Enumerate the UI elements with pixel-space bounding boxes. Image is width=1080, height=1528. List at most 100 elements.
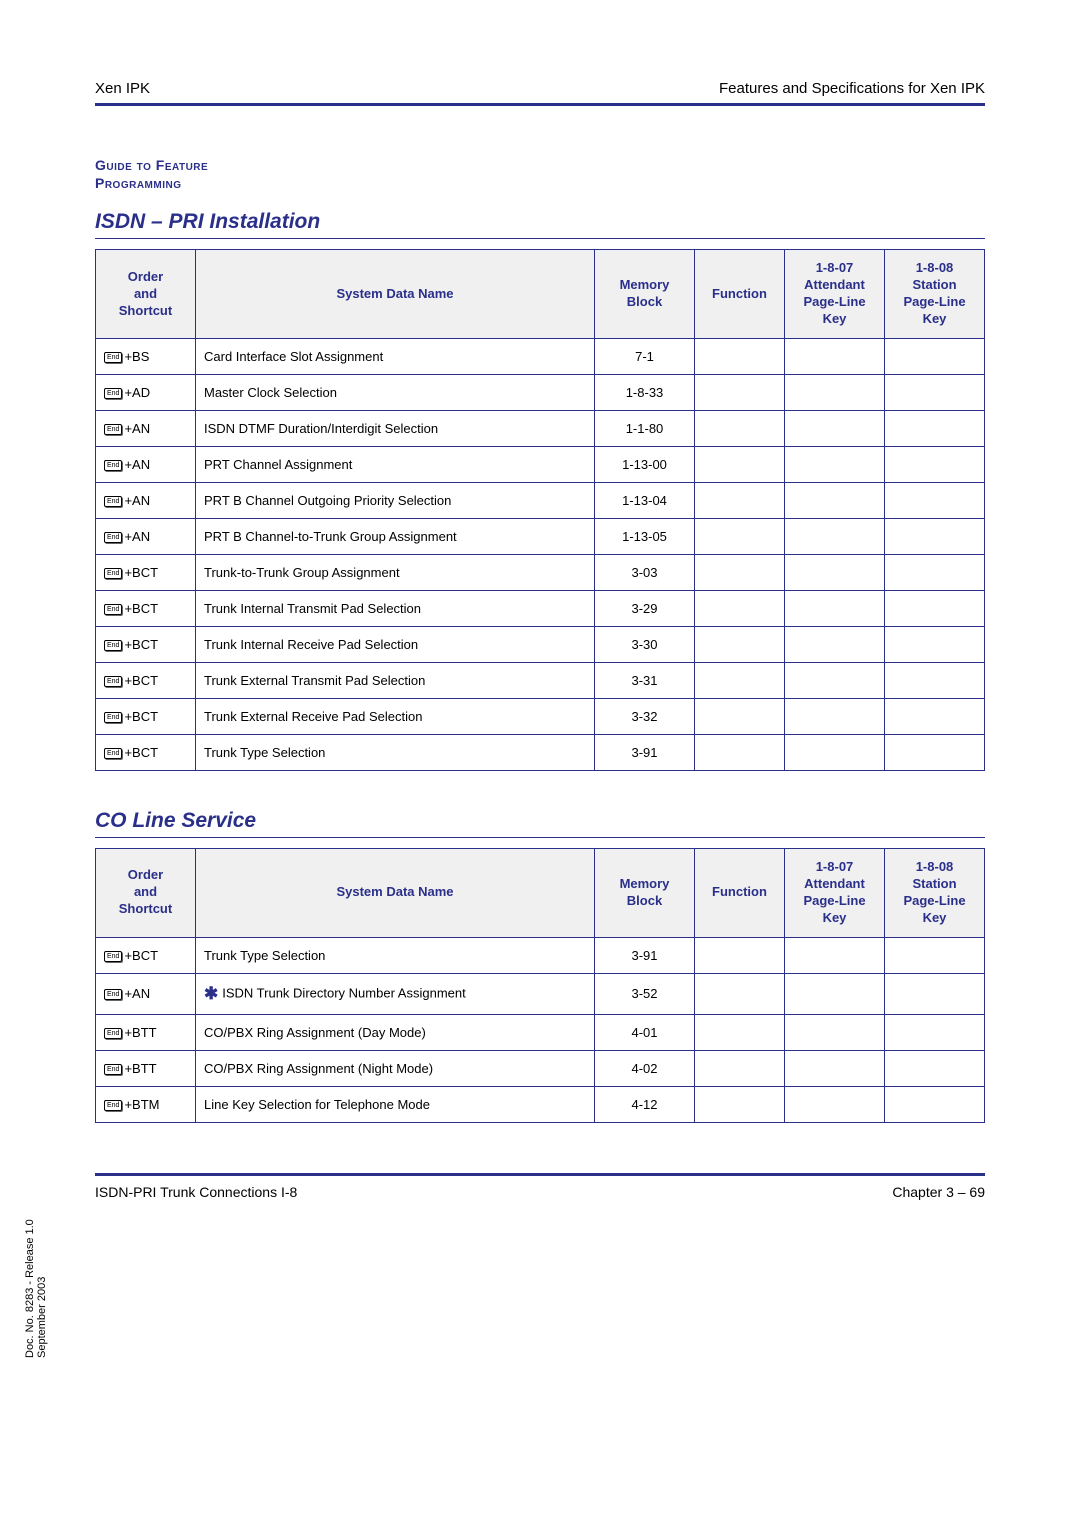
shortcut-cell: End+BCT [96, 734, 196, 770]
table-row: End+AN✱ISDN Trunk Directory Number Assig… [96, 973, 985, 1014]
empty-cell [785, 374, 885, 410]
memory-cell: 1-8-33 [595, 374, 695, 410]
empty-cell [785, 662, 885, 698]
name-cell: Trunk Type Selection [196, 937, 595, 973]
end-key-icon: End [104, 1100, 122, 1111]
empty-cell [885, 518, 985, 554]
name-cell: CO/PBX Ring Assignment (Night Mode) [196, 1050, 595, 1086]
empty-cell [785, 698, 885, 734]
asterisk-icon: ✱ [204, 984, 218, 1003]
page-header: Xen IPK Features and Specifications for … [95, 80, 985, 97]
th-memory: MemoryBlock [595, 250, 695, 339]
empty-cell [695, 410, 785, 446]
empty-cell [695, 1050, 785, 1086]
empty-cell [785, 338, 885, 374]
memory-cell: 3-32 [595, 698, 695, 734]
shortcut-cell: End+BCT [96, 626, 196, 662]
end-key-icon: End [104, 748, 122, 759]
end-key-icon: End [104, 388, 122, 399]
empty-cell [885, 973, 985, 1014]
empty-cell [885, 734, 985, 770]
empty-cell [695, 698, 785, 734]
table-row: End+BCTTrunk Type Selection3-91 [96, 734, 985, 770]
table-row: End+ADMaster Clock Selection1-8-33 [96, 374, 985, 410]
memory-cell: 3-30 [595, 626, 695, 662]
name-cell: Trunk External Receive Pad Selection [196, 698, 595, 734]
empty-cell [785, 1014, 885, 1050]
memory-cell: 3-03 [595, 554, 695, 590]
th-station: 1-8-08StationPage-LineKey [885, 250, 985, 339]
name-cell: Card Interface Slot Assignment [196, 338, 595, 374]
th-shortcut: OrderandShortcut [96, 848, 196, 937]
table-row: End+BCTTrunk External Receive Pad Select… [96, 698, 985, 734]
end-key-icon: End [104, 496, 122, 507]
end-key-icon: End [104, 460, 122, 471]
name-cell: Trunk-to-Trunk Group Assignment [196, 554, 595, 590]
end-key-icon: End [104, 424, 122, 435]
table-row: End+BCTTrunk-to-Trunk Group Assignment3-… [96, 554, 985, 590]
end-key-icon: End [104, 951, 122, 962]
th-memory: MemoryBlock [595, 848, 695, 937]
empty-cell [695, 973, 785, 1014]
memory-cell: 4-12 [595, 1086, 695, 1122]
empty-cell [695, 626, 785, 662]
header-left: Xen IPK [95, 80, 150, 97]
name-cell: PRT Channel Assignment [196, 446, 595, 482]
shortcut-cell: End+BCT [96, 937, 196, 973]
table-row: End+ANISDN DTMF Duration/Interdigit Sele… [96, 410, 985, 446]
empty-cell [885, 662, 985, 698]
shortcut-cell: End+AD [96, 374, 196, 410]
th-shortcut: OrderandShortcut [96, 250, 196, 339]
name-cell: CO/PBX Ring Assignment (Day Mode) [196, 1014, 595, 1050]
empty-cell [785, 518, 885, 554]
end-key-icon: End [104, 604, 122, 615]
empty-cell [785, 590, 885, 626]
end-key-icon: End [104, 640, 122, 651]
memory-cell: 1-13-04 [595, 482, 695, 518]
shortcut-cell: End+AN [96, 482, 196, 518]
empty-cell [695, 1086, 785, 1122]
table-co-line: OrderandShortcut System Data Name Memory… [95, 848, 985, 1123]
empty-cell [885, 338, 985, 374]
empty-cell [785, 410, 885, 446]
empty-cell [695, 518, 785, 554]
empty-cell [695, 338, 785, 374]
empty-cell [885, 590, 985, 626]
memory-cell: 4-01 [595, 1014, 695, 1050]
name-cell: Line Key Selection for Telephone Mode [196, 1086, 595, 1122]
end-key-icon: End [104, 532, 122, 543]
empty-cell [885, 554, 985, 590]
shortcut-cell: End+AN [96, 446, 196, 482]
empty-cell [785, 937, 885, 973]
table-row: End+BCTTrunk Internal Transmit Pad Selec… [96, 590, 985, 626]
memory-cell: 7-1 [595, 338, 695, 374]
shortcut-cell: End+BCT [96, 554, 196, 590]
table-header-row: OrderandShortcut System Data Name Memory… [96, 848, 985, 937]
th-function: Function [695, 848, 785, 937]
empty-cell [695, 446, 785, 482]
empty-cell [785, 626, 885, 662]
empty-cell [885, 698, 985, 734]
memory-cell: 3-31 [595, 662, 695, 698]
table-row: End+BCTTrunk Internal Receive Pad Select… [96, 626, 985, 662]
th-attendant: 1-8-07AttendantPage-LineKey [785, 250, 885, 339]
empty-cell [695, 734, 785, 770]
end-key-icon: End [104, 568, 122, 579]
th-name: System Data Name [196, 250, 595, 339]
guide-line2: Programming [95, 175, 182, 191]
end-key-icon: End [104, 1028, 122, 1039]
table-isdn-pri: OrderandShortcut System Data Name Memory… [95, 249, 985, 771]
table-header-row: OrderandShortcut System Data Name Memory… [96, 250, 985, 339]
guide-label: Guide to Feature Programming [95, 156, 985, 192]
footer-left: ISDN-PRI Trunk Connections I-8 [95, 1184, 297, 1200]
memory-cell: 3-52 [595, 973, 695, 1014]
shortcut-cell: End+AN [96, 410, 196, 446]
empty-cell [695, 1014, 785, 1050]
memory-cell: 1-13-05 [595, 518, 695, 554]
shortcut-cell: End+AN [96, 518, 196, 554]
name-cell: PRT B Channel Outgoing Priority Selectio… [196, 482, 595, 518]
end-key-icon: End [104, 352, 122, 363]
empty-cell [785, 973, 885, 1014]
memory-cell: 1-13-00 [595, 446, 695, 482]
side-text: Doc. No. 8283 - Release 1.0September 200… [24, 1219, 48, 1358]
